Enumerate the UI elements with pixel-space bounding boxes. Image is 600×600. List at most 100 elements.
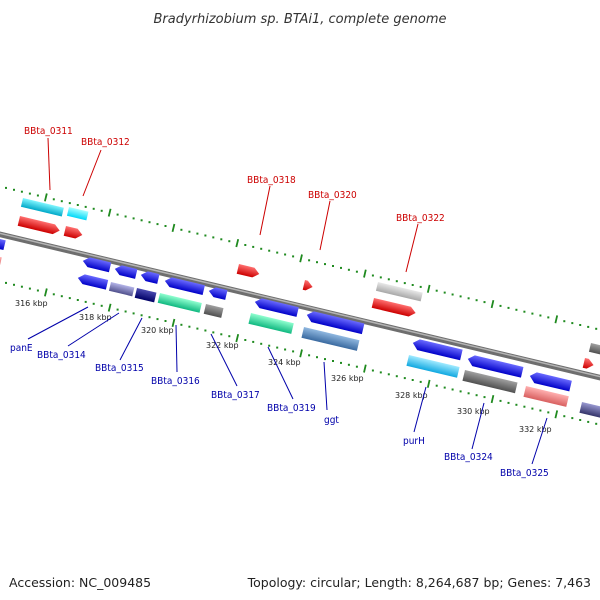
minor-tick: [403, 282, 406, 285]
label-ggt[interactable]: ggt: [324, 415, 339, 426]
scale-label: 316 kbp: [15, 299, 48, 308]
minor-tick: [164, 320, 167, 322]
minor-tick: [20, 285, 23, 288]
minor-tick: [340, 361, 342, 364]
label-BBta_0320[interactable]: BBta_0320: [308, 190, 357, 201]
leader-line: [119, 317, 143, 361]
minor-tick: [276, 251, 279, 254]
minor-tick: [140, 219, 143, 222]
minor-tick: [347, 363, 350, 366]
minor-tick: [435, 384, 438, 387]
gene-BBta_0320[interactable]: [302, 280, 314, 292]
gene-BBta_0311[interactable]: [20, 198, 64, 217]
gene-BBta_0311-b[interactable]: [17, 216, 61, 235]
label-BBta_0325[interactable]: BBta_0325: [500, 468, 549, 479]
minor-tick: [467, 297, 470, 300]
label-BBta_0316[interactable]: BBta_0316: [151, 376, 200, 387]
minor-tick: [403, 377, 406, 380]
minor-tick: [276, 346, 279, 349]
gene-BBta_0314[interactable]: [108, 282, 135, 297]
top-gene-labels: BBta_0311 BBta_0312 BBta_0318 BBta_0320 …: [24, 126, 445, 273]
gene-panE-upper[interactable]: [82, 256, 112, 273]
minor-tick: [188, 230, 191, 233]
minor-tick: [579, 324, 582, 326]
gene-purH[interactable]: [406, 355, 460, 378]
minor-tick: [579, 419, 582, 421]
gene-BBta_0322-b[interactable]: [371, 298, 417, 318]
gene-right-edge-small[interactable]: [588, 343, 600, 355]
minor-tick: [260, 247, 263, 250]
minor-tick: [180, 228, 183, 231]
gene-ggt[interactable]: [301, 327, 360, 351]
gene-BBta_0316[interactable]: [157, 293, 202, 313]
minor-tick: [411, 379, 414, 381]
minor-tick: [451, 293, 454, 296]
label-panE[interactable]: panE: [10, 343, 33, 354]
minor-tick: [100, 304, 103, 307]
minor-tick: [284, 253, 287, 256]
minor-tick: [571, 417, 574, 420]
leader-line: [210, 333, 238, 387]
gene-BBta_0314-upper[interactable]: [114, 264, 138, 279]
label-BBta_0322[interactable]: BBta_0322: [396, 213, 445, 224]
minor-tick: [36, 289, 39, 292]
label-BBta_0311[interactable]: BBta_0311: [24, 126, 73, 137]
label-BBta_0324[interactable]: BBta_0324: [444, 452, 493, 463]
gene-right-edge-rev[interactable]: [579, 402, 600, 419]
gene-BBta_0315[interactable]: [134, 288, 157, 303]
gene-BBta_0324[interactable]: [462, 370, 518, 394]
gene-left-edge-rev[interactable]: [0, 238, 6, 251]
gene-BBta_0322[interactable]: [375, 282, 423, 302]
gene-BBta_0315-upper[interactable]: [140, 270, 160, 284]
minor-tick: [395, 280, 398, 283]
minor-tick: [571, 322, 574, 325]
major-tick: [363, 269, 367, 278]
minor-tick: [459, 390, 462, 393]
label-BBta_0317[interactable]: BBta_0317: [211, 390, 260, 401]
label-purH[interactable]: purH: [403, 436, 425, 447]
gene-BBta_0319-upper[interactable]: [254, 297, 299, 317]
minor-tick: [443, 291, 446, 294]
gene-BBta_0316-upper[interactable]: [164, 276, 205, 295]
scale-ticks-lower: [5, 281, 598, 425]
gene-left-edge-fwd[interactable]: [0, 256, 2, 267]
major-tick: [235, 333, 240, 343]
minor-tick: [371, 274, 374, 277]
gene-BBta_0324-upper[interactable]: [466, 354, 524, 378]
gene-panE[interactable]: [77, 273, 109, 290]
gene-BBta_0317[interactable]: [203, 304, 224, 318]
leader-line: [405, 223, 419, 273]
minor-tick: [268, 344, 271, 347]
gene-BBta_0319[interactable]: [248, 313, 294, 334]
minor-tick: [475, 299, 478, 302]
minor-tick: [124, 215, 127, 218]
label-BBta_0319[interactable]: BBta_0319: [267, 403, 316, 414]
minor-tick: [156, 223, 159, 226]
label-BBta_0312[interactable]: BBta_0312: [81, 137, 130, 148]
minor-tick: [347, 268, 350, 271]
minor-tick: [13, 188, 15, 191]
label-BBta_0315[interactable]: BBta_0315: [95, 363, 144, 374]
gene-BBta_0312[interactable]: [66, 207, 89, 221]
scale-label: 330 kbp: [457, 407, 490, 416]
minor-tick: [92, 302, 95, 305]
gene-BBta_0318[interactable]: [236, 264, 261, 279]
label-BBta_0314[interactable]: BBta_0314: [37, 350, 86, 361]
gene-BBta_0317-upper[interactable]: [208, 286, 228, 300]
major-tick: [490, 394, 495, 404]
scale-label: 328 kbp: [395, 391, 428, 400]
gene-purH-upper[interactable]: [411, 338, 463, 361]
leader-line: [47, 137, 51, 191]
gene-right-edge[interactable]: [582, 358, 595, 370]
gene-BBta_0312-b[interactable]: [63, 226, 84, 240]
minor-tick: [355, 270, 358, 273]
minor-tick: [316, 356, 318, 359]
gene-BBta_0325-upper[interactable]: [528, 371, 572, 392]
minor-tick: [268, 249, 271, 252]
label-BBta_0318[interactable]: BBta_0318: [247, 175, 296, 186]
minor-tick: [379, 276, 382, 279]
gene-ggt-upper[interactable]: [305, 310, 365, 335]
minor-tick: [595, 327, 598, 330]
leader-line: [267, 346, 294, 400]
gene-BBta_0325[interactable]: [523, 386, 569, 407]
